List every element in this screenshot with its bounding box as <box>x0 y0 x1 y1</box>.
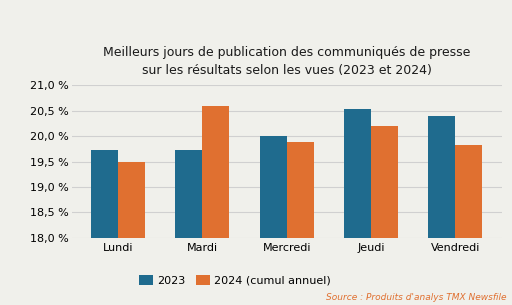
Bar <box>202 106 229 305</box>
Bar <box>176 150 202 305</box>
Legend: 2023, 2024 (cumul annuel): 2023, 2024 (cumul annuel) <box>135 271 335 290</box>
Bar <box>260 136 287 305</box>
Bar <box>455 145 482 305</box>
Bar <box>371 126 398 305</box>
Bar <box>428 116 455 305</box>
Bar <box>118 162 145 305</box>
Title: Meilleurs jours de publication des communiqués de presse
sur les résultats selon: Meilleurs jours de publication des commu… <box>103 46 471 77</box>
Bar <box>287 142 314 305</box>
Bar <box>91 150 118 305</box>
Text: Source : Produits d'analys TMX Newsfile: Source : Produits d'analys TMX Newsfile <box>326 293 507 302</box>
Bar <box>344 109 371 305</box>
